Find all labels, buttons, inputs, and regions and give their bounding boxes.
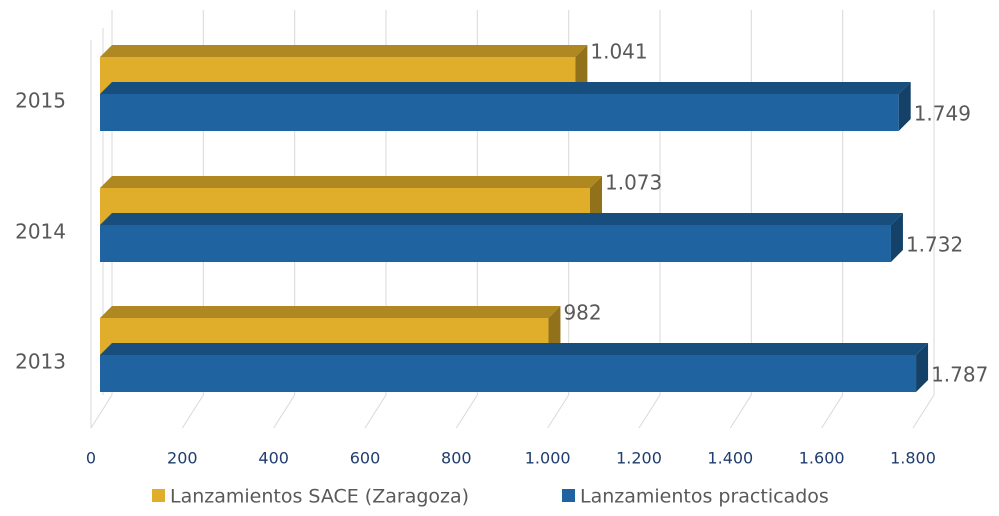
y-tick-label: 2015 [15,89,66,113]
x-tick-label: 1.600 [799,449,845,468]
x-tick-label: 1.200 [616,449,662,468]
bar-top [100,213,903,225]
grid-line [273,394,296,429]
x-tick-label: 400 [258,449,289,468]
legend-label: Lanzamientos practicados [580,486,829,508]
y-tick-label: 2013 [15,350,66,374]
bar-side [916,343,929,392]
data-label: 1.041 [590,40,647,64]
legend-swatch [562,489,575,502]
bar-side [575,45,588,94]
grid-line [455,394,478,429]
bar-top [100,45,588,57]
grid-line [364,394,387,429]
legend-swatch [152,489,165,502]
grid-line [90,394,113,429]
bar-top [100,176,603,188]
bar-top [100,343,929,355]
x-tick-label: 0 [86,449,96,468]
data-label: 1.073 [605,171,662,195]
x-tick-label: 1.000 [525,449,571,468]
data-label: 1.749 [914,102,971,126]
bar-side [898,82,911,131]
x-tick-label: 200 [167,449,198,468]
bar [100,82,911,131]
grid-line [547,394,570,429]
data-label: 1.732 [906,233,963,257]
grid-line [912,394,935,429]
grid-line [821,394,844,429]
bar-front [100,225,891,262]
x-tick-label: 600 [350,449,381,468]
bar-front [100,355,917,392]
bar-top [100,306,561,318]
grid-line [729,394,752,429]
x-tick-label: 800 [441,449,472,468]
grid-line [181,394,204,429]
legend-label: Lanzamientos SACE (Zaragoza) [170,486,469,508]
bar-top [100,82,911,94]
x-tick-label: 1.800 [890,449,936,468]
grid-line [638,394,661,429]
x-tick-label: 1.400 [707,449,753,468]
bar [100,213,903,262]
data-label: 1.787 [931,363,988,387]
bar-side [890,213,903,262]
bar-side [548,306,561,355]
data-label: 982 [563,301,601,325]
bar-front [100,94,899,131]
y-tick-label: 2014 [15,220,66,244]
bar-side [590,176,603,225]
bar [100,343,929,392]
